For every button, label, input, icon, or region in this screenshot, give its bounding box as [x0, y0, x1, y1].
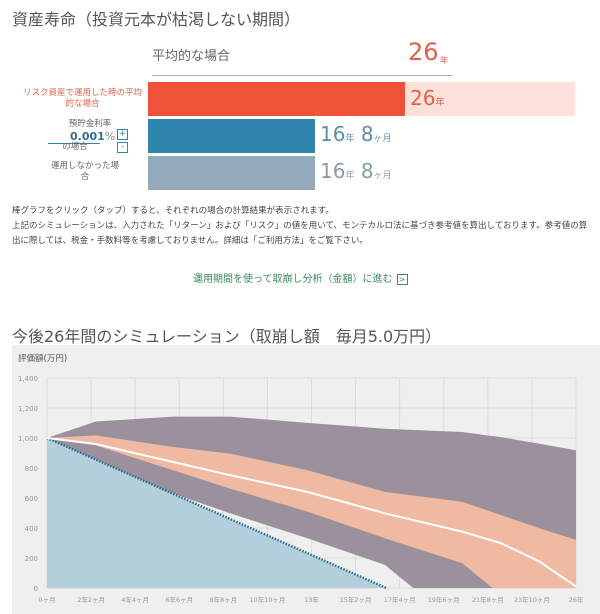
deposit-area	[47, 438, 576, 588]
rate-decrease-button[interactable]: -	[117, 142, 128, 153]
x-tick-label: 4年4ヶ月	[121, 595, 149, 604]
x-tick-label: 10年10ヶ月	[249, 595, 285, 604]
arrow-right-box-icon: >	[396, 274, 408, 285]
unit: 年	[435, 98, 445, 108]
unit2: ヶ月	[373, 134, 392, 144]
unit: 年	[345, 171, 355, 181]
y-tick-label: 200	[25, 555, 38, 563]
deposit-line	[46, 436, 387, 590]
inner-range-band	[47, 435, 576, 588]
value: 26	[410, 86, 436, 110]
y-tick-label: 800	[25, 465, 38, 473]
y-tick-label: 400	[25, 525, 38, 533]
deposit-rate-label: 預貯金利率	[68, 119, 112, 129]
unit: 年	[345, 134, 355, 144]
value2: 8	[360, 159, 374, 183]
x-tick-label: 23年10ヶ月	[514, 595, 550, 604]
bar-deposit[interactable]	[148, 119, 315, 153]
deposit-rate-label-bottom: の場合	[62, 142, 88, 152]
value: 16	[320, 122, 346, 146]
withdrawal-analysis-link[interactable]: 運用期間を使って取崩し分析（金額）に進む >	[193, 270, 408, 285]
note-click: 棒グラフをクリック（タップ）すると、それぞれの場合の計算結果が表示されます。	[12, 206, 334, 216]
row-label-none: 運用しなかった場合	[50, 161, 119, 182]
page-title: 資産寿命（投資元本が枯渇しない期間）	[12, 10, 301, 29]
row-value-risk: 26年	[410, 86, 444, 110]
x-tick-label: 2年2ヶ月	[77, 595, 105, 604]
value2: 8	[360, 122, 374, 146]
note-simulation: 上記のシミュレーションは、入力された「リターン」および「リスク」の値を用いて、モ…	[12, 221, 588, 246]
x-tick-label: 26年	[569, 595, 584, 604]
average-unit: 年	[440, 56, 448, 65]
y-axis-label: 評価額(万円)	[18, 354, 68, 364]
x-tick-label: 0ヶ月	[38, 596, 55, 604]
row-label-risk: リスク資産で運用した時の平均的な場合	[22, 88, 142, 109]
bar-risk[interactable]	[148, 82, 405, 116]
divider	[152, 75, 452, 76]
x-tick-label: 15年2ヶ月	[340, 595, 372, 604]
median-line	[46, 437, 577, 588]
x-tick-label: 8年8ヶ月	[209, 595, 237, 604]
y-tick-label: 0	[34, 585, 38, 593]
average-label: 平均的な場合	[152, 49, 231, 64]
x-tick-label: 6年6ヶ月	[165, 595, 193, 604]
simulation-title: 今後26年間のシミュレーション（取崩し額 毎月5.0万円）	[12, 327, 442, 346]
average-value: 26	[408, 38, 439, 66]
rate-unit: %	[104, 130, 116, 143]
x-tick-label: 21年8ヶ月	[472, 595, 504, 604]
row-value-deposit: 16年 8ヶ月	[320, 122, 392, 146]
y-tick-label: 1,400	[18, 375, 38, 383]
rate-underline	[48, 143, 100, 144]
y-tick-label: 1,000	[18, 435, 38, 443]
y-tick-label: 600	[25, 495, 38, 503]
x-tick-label: 13年	[304, 595, 319, 604]
x-tick-label: 19年6ヶ月	[428, 595, 460, 604]
y-tick-label: 1,200	[18, 405, 38, 413]
rate-value: 0.001	[70, 130, 105, 143]
bar-none[interactable]	[148, 156, 315, 190]
rate-increase-button[interactable]: +	[117, 129, 128, 140]
unit2: ヶ月	[373, 171, 392, 181]
row-value-none: 16年 8ヶ月	[320, 159, 392, 183]
x-tick-label: 17年4ヶ月	[384, 595, 416, 604]
deposit-rate-input[interactable]: 0.001%	[70, 130, 115, 143]
value: 16	[320, 159, 346, 183]
link-label: 運用期間を使って取崩し分析（金額）に進む	[193, 274, 393, 285]
